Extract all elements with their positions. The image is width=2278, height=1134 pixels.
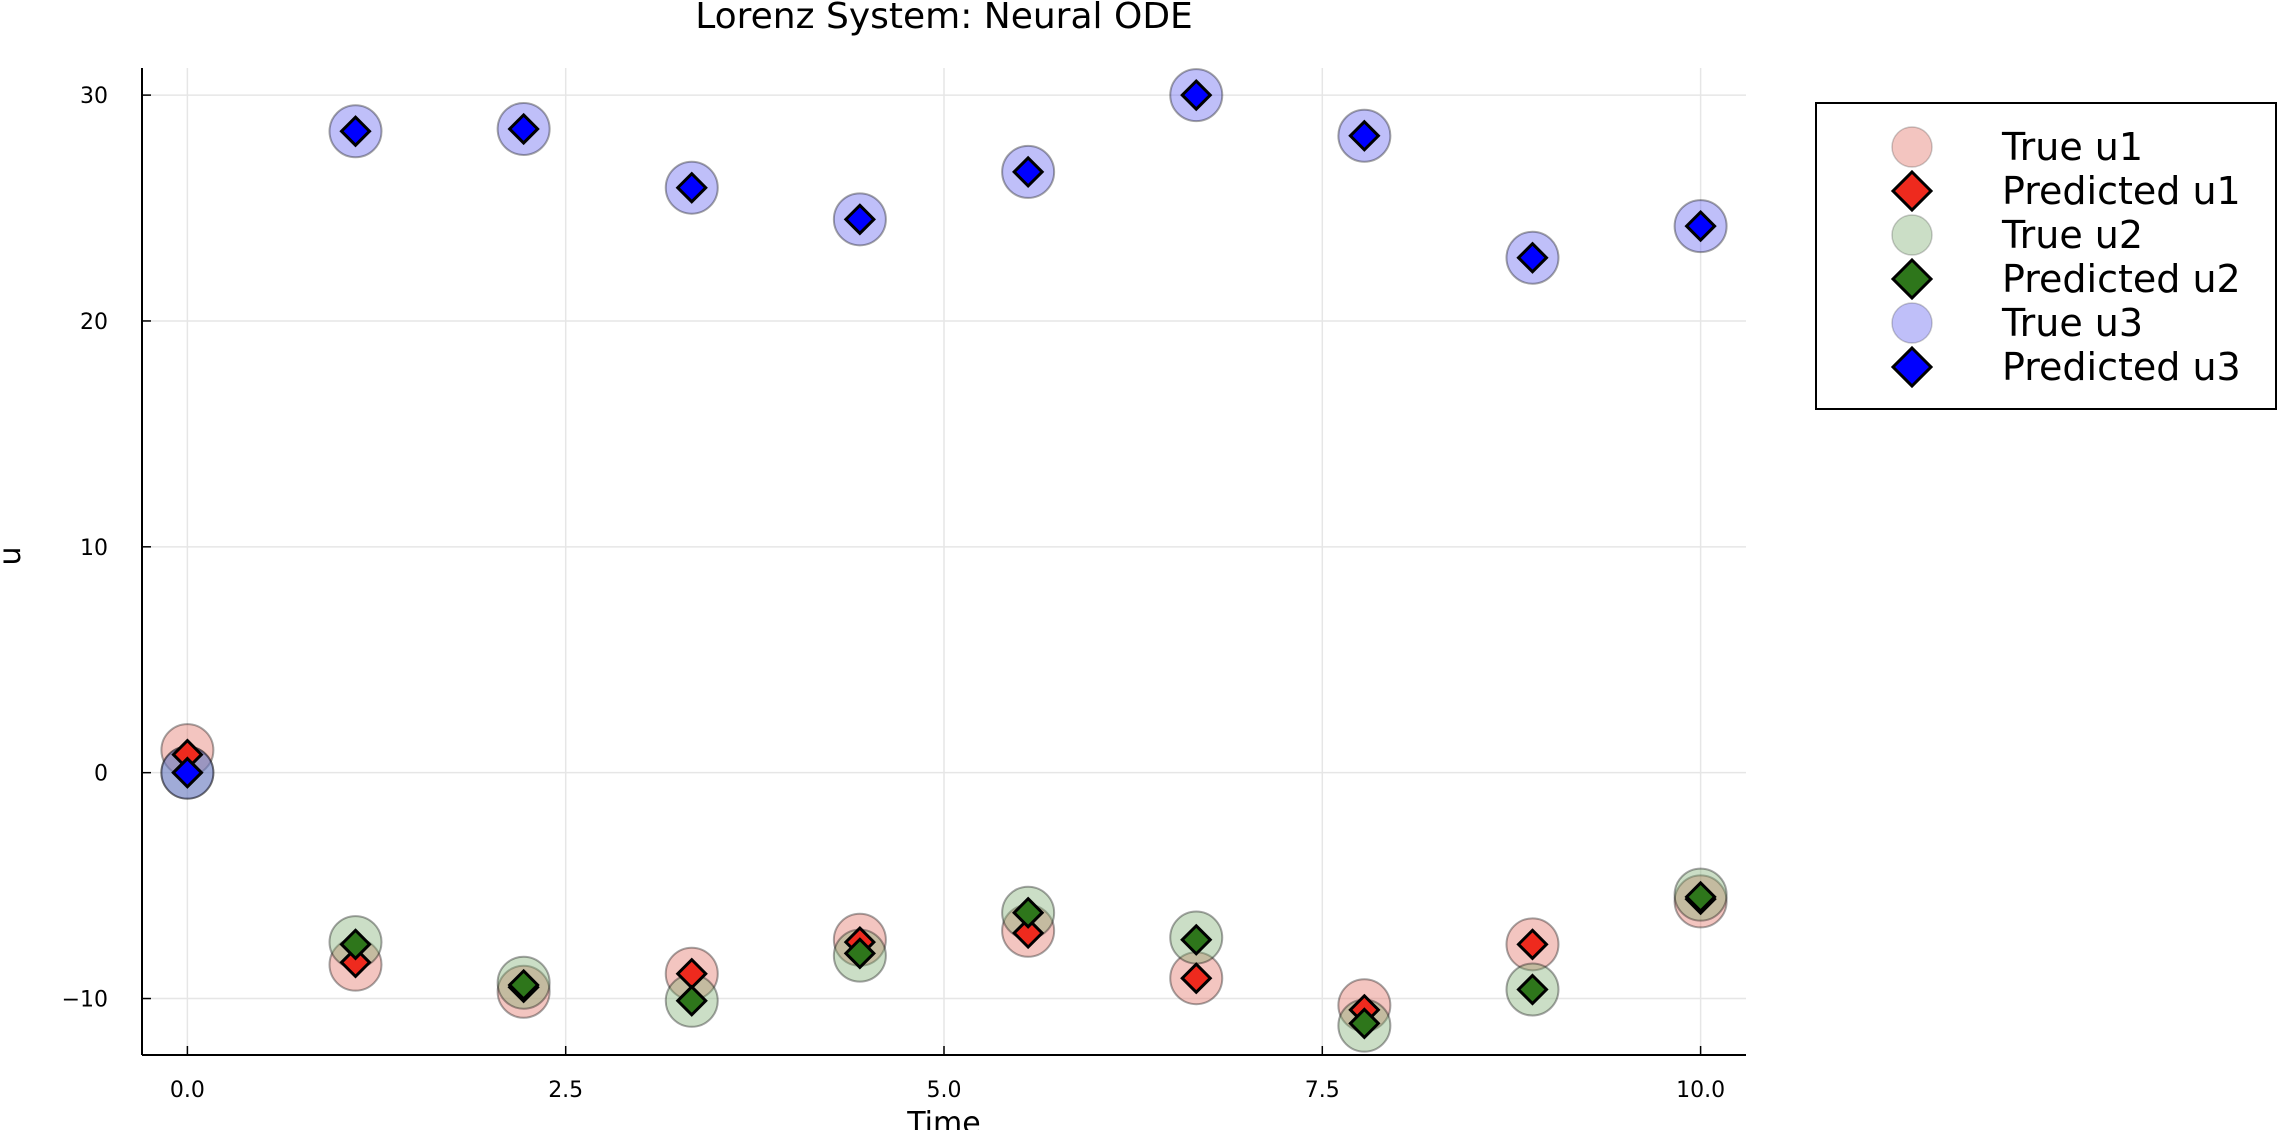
y-tick-label: 0 (94, 762, 108, 787)
series-5-point (171, 756, 204, 789)
series-3-point (507, 968, 540, 1002)
x-tick-label: 5.0 (927, 1078, 962, 1103)
legend-marker-5 (1890, 345, 1934, 389)
legend-label-5: Predicted u3 (2002, 345, 2241, 389)
series-3-point (1516, 973, 1549, 1006)
series-3-point (1348, 1007, 1381, 1040)
y-tick-label: 20 (80, 310, 108, 335)
legend-marker-1 (1890, 169, 1934, 213)
series-1-point (1012, 916, 1045, 950)
series-5-point (1348, 119, 1381, 152)
series-5-point (1012, 155, 1045, 189)
chart-title: Lorenz System: Neural ODE (695, 0, 1193, 37)
series-3-point (339, 928, 372, 961)
legend-marker-0 (1891, 126, 1933, 168)
x-tick-label: 0.0 (170, 1078, 205, 1103)
x-tick-label: 10.0 (1676, 1078, 1725, 1103)
x-tick-label: 2.5 (548, 1078, 583, 1103)
series-5-point (339, 115, 372, 148)
series-1-point (1516, 928, 1549, 961)
legend-label-2: True u2 (2001, 213, 2143, 257)
series-3-point (1012, 896, 1045, 929)
series-3-point (675, 984, 708, 1017)
series-3-point (1684, 880, 1717, 914)
series-5-point (1516, 241, 1549, 274)
x-tick-label: 7.5 (1305, 1078, 1340, 1103)
x-axis-label: Time (906, 1106, 980, 1130)
legend-label-0: True u1 (2001, 125, 2143, 169)
legend-label-3: Predicted u2 (2002, 257, 2241, 301)
legend-marker-3 (1890, 257, 1934, 301)
series-1-point (1180, 962, 1213, 995)
series-5-point (1684, 209, 1717, 243)
grid-layer (142, 68, 1746, 1055)
ticks-layer: 0.0 2.5 5.0 7.5 10.0 −10 0 10 20 30 (62, 84, 1726, 1103)
legend-marker-4 (1891, 302, 1933, 344)
legend-marker-2 (1891, 214, 1933, 256)
series-5-point (507, 112, 540, 146)
legend-label-4: True u3 (2001, 301, 2143, 345)
points-layer (160, 68, 1728, 1053)
y-tick-label: 30 (80, 84, 108, 109)
series-1-point (339, 946, 372, 979)
y-tick-label: −10 (62, 988, 108, 1013)
y-tick-label: 10 (80, 536, 108, 561)
series-5-point (675, 171, 708, 204)
series-5-point (843, 203, 876, 236)
series-3-point (1180, 923, 1213, 956)
legend-label-1: Predicted u1 (2002, 169, 2241, 213)
y-axis-label: u (0, 546, 28, 565)
legend-box (1815, 102, 2277, 410)
series-5-point (1180, 78, 1213, 112)
series-3-point (843, 937, 876, 970)
